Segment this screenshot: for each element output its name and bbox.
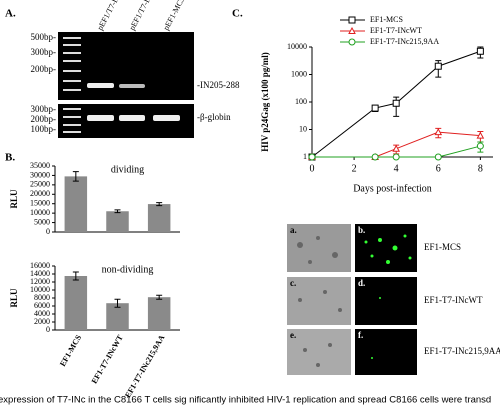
error-bar	[156, 294, 163, 300]
band-label: -IN205-288	[197, 80, 240, 90]
ladder-label: 300bp-	[31, 47, 57, 57]
ladder-label: 100bp-	[31, 124, 57, 134]
y-tick-label: 16000	[30, 261, 50, 270]
y-tick-label: 10	[299, 124, 307, 133]
ladder-label: 500bp-	[31, 32, 57, 42]
marker	[348, 26, 356, 34]
ladder-label: 300bp-	[31, 104, 57, 114]
gel	[58, 32, 194, 100]
marker	[348, 16, 356, 24]
marker	[371, 153, 379, 161]
error-bar	[114, 209, 121, 214]
micrograph-label: b.	[358, 225, 365, 235]
error-bar	[72, 271, 79, 281]
marker	[476, 47, 484, 55]
y-tick-label: 10000	[30, 208, 50, 217]
micrograph-label: c.	[290, 278, 296, 288]
y-tick-label: 10000	[30, 285, 50, 294]
x-tick-label: 4	[394, 163, 399, 174]
marker	[392, 153, 400, 161]
legend-label: EF1-MCS	[370, 15, 403, 24]
y-tick-label: 30000	[30, 170, 50, 179]
bar	[64, 176, 88, 232]
x-tick-label: EF1-MCS	[58, 333, 83, 368]
y-tick-label: 6000	[34, 301, 50, 310]
ladder	[63, 37, 81, 133]
row-label: EF1-T7-INcWT	[424, 295, 483, 305]
marker	[434, 62, 442, 70]
x-tick-label: EF1-T7-INc215,9AA	[123, 333, 166, 399]
y-label: RLU	[9, 189, 19, 209]
marker	[434, 128, 443, 136]
panel-label: B.	[5, 152, 15, 164]
bar	[64, 276, 88, 330]
y-label: HIV p24Gag (x100 pg/ml)	[260, 52, 270, 152]
marker	[348, 38, 356, 46]
row-label: EF1-T7-INc215,9AA	[424, 346, 500, 356]
x-tick-label: 0	[310, 163, 315, 174]
band	[87, 83, 180, 121]
panel-label: C.	[232, 8, 243, 20]
error-bar	[72, 171, 79, 182]
y-tick-label: 14000	[30, 269, 50, 278]
y-tick-label: 4000	[34, 309, 50, 318]
marker	[392, 99, 400, 107]
y-tick-label: 0	[46, 325, 50, 334]
x-tick-label: 2	[352, 163, 357, 174]
marker	[476, 142, 484, 150]
y-tick-label: 8000	[34, 293, 50, 302]
bar	[147, 204, 171, 232]
band-label: -β-globin	[197, 112, 231, 122]
x-tick-label: 6	[436, 163, 441, 174]
ladder-label: 200bp-	[31, 114, 57, 124]
y-label: RLU	[9, 288, 19, 308]
y-tick-label: 1	[303, 152, 307, 161]
bar	[106, 211, 129, 232]
y-tick-label: 0	[46, 227, 50, 236]
chart-title: non-dividing	[102, 264, 154, 275]
chart-title: dividing	[111, 164, 144, 175]
bar	[147, 297, 171, 330]
lane-label: pEF1/T7-INcWT	[95, 0, 129, 32]
legend-label: EF1-T7-INc215,9AA	[370, 37, 439, 46]
x-tick-label: 8	[478, 163, 483, 174]
y-tick-label: 100	[295, 97, 307, 106]
ladder-label: 200bp-	[31, 64, 57, 74]
x-tick-label: EF1-T7-INcWT	[90, 333, 125, 385]
marker	[476, 131, 485, 139]
y-tick-label: 35000	[30, 161, 50, 170]
row-label: EF1-MCS	[424, 242, 461, 252]
y-tick-label: 1000	[291, 69, 307, 78]
micrograph-label: d.	[358, 278, 365, 288]
bar	[106, 303, 129, 330]
panel-label: A.	[5, 8, 16, 20]
marker	[392, 144, 401, 152]
micrographs: a. b. c. d. e. f. EF1-MCS EF1-T7-INcWT E…	[287, 224, 500, 375]
lane-label: pEF1-MCS	[161, 0, 186, 32]
error-bar	[156, 202, 163, 207]
micrograph-label: a.	[290, 225, 297, 235]
y-tick-label: 10000	[287, 42, 307, 51]
micrograph-label: e.	[290, 330, 296, 340]
y-tick-label: 25000	[30, 180, 50, 189]
marker	[308, 153, 316, 161]
x-label: Days post-infection	[353, 183, 432, 194]
y-tick-label: 15000	[30, 199, 50, 208]
error-bar	[114, 298, 121, 308]
y-tick-label: 2000	[34, 317, 50, 326]
marker	[371, 104, 379, 112]
legend-label: EF1-T7-INcWT	[370, 26, 422, 35]
caption: expression of T7-INc in the C8166 T cell…	[0, 395, 491, 406]
marker	[434, 153, 442, 161]
y-tick-label: 5000	[34, 217, 50, 226]
y-tick-label: 20000	[30, 189, 50, 198]
micrograph-label: f.	[358, 330, 363, 340]
y-tick-label: 12000	[30, 277, 50, 286]
